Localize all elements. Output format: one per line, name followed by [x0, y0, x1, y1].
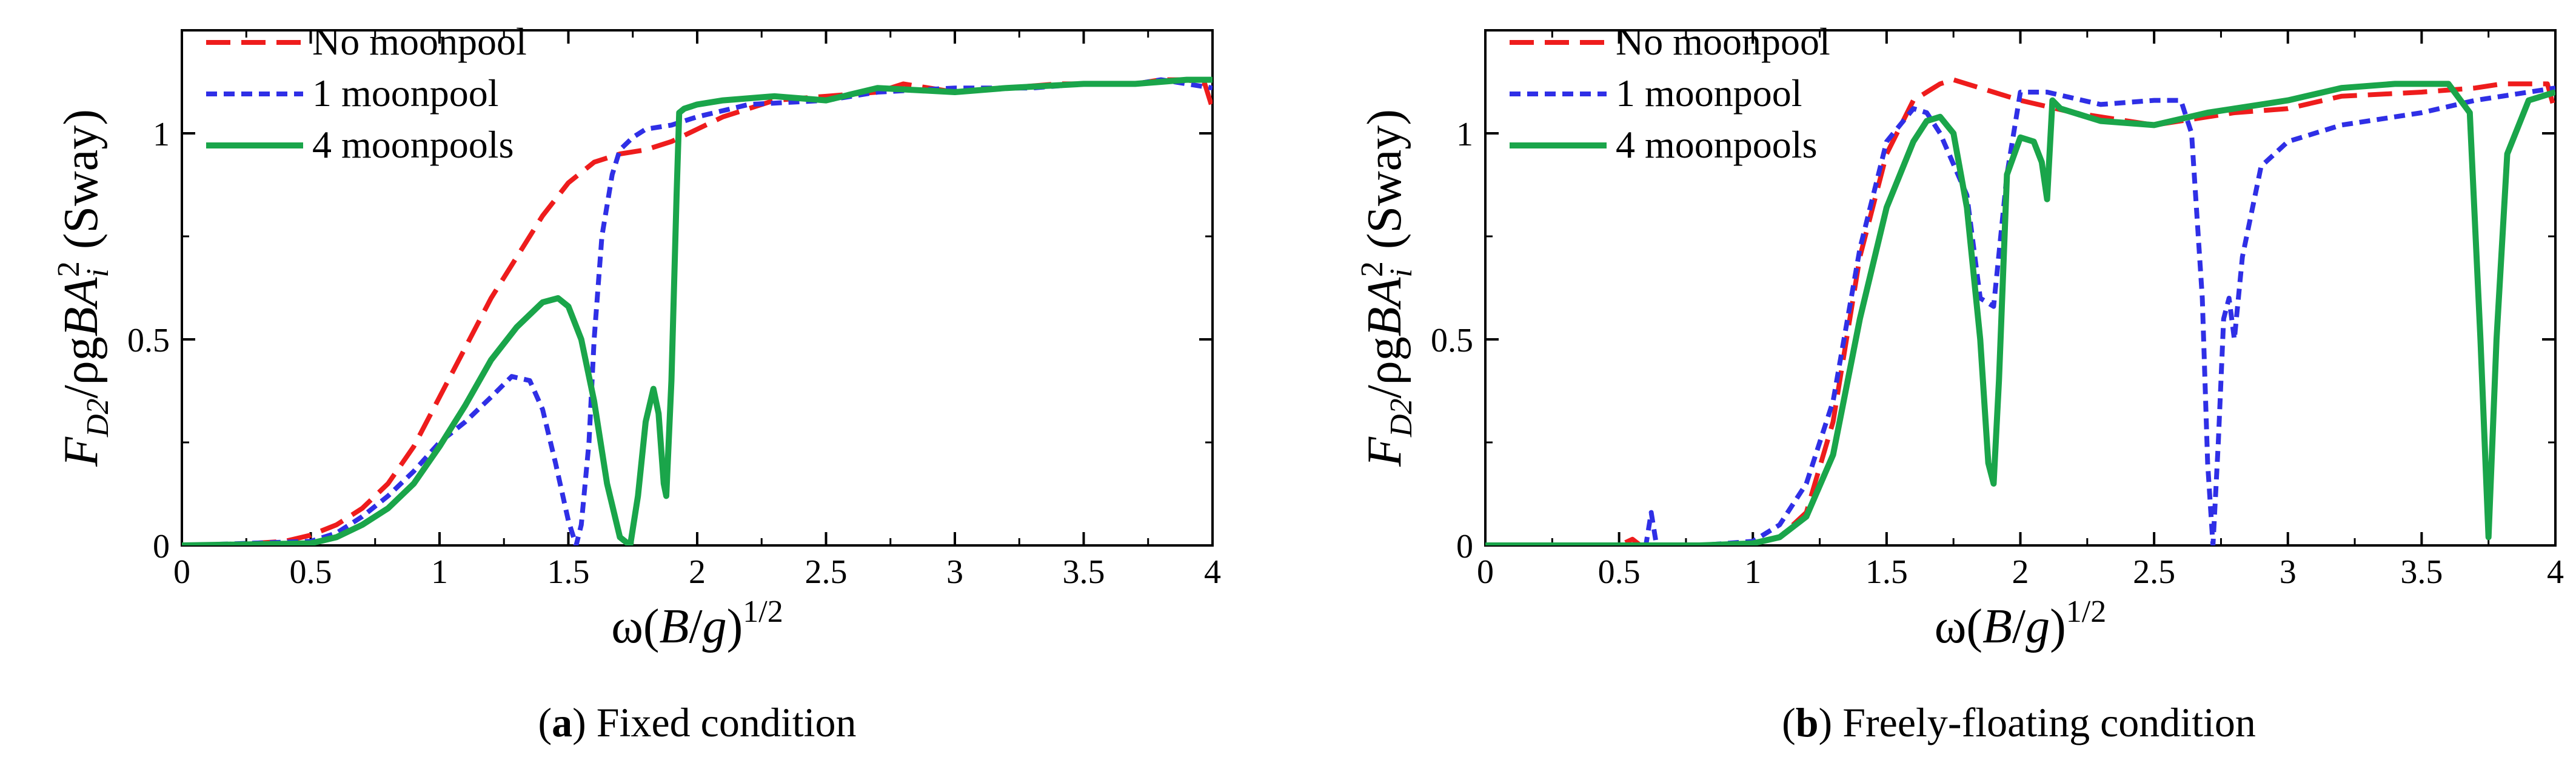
x-tick-label: 2.5 [805, 553, 848, 591]
x-tick-label: 0 [1477, 553, 1494, 591]
series-line-3 [1485, 81, 2555, 545]
legend-label-3: 4 moonpools [1616, 123, 1817, 166]
x-axis-title: ω(B/g)1/2 [611, 595, 783, 653]
x-tick-label: 3.5 [2400, 553, 2443, 591]
series-group [182, 76, 1213, 545]
legend: No moonpool 1 moonpool 4 moonpools [206, 20, 527, 166]
legend-label-2: 1 moonpool [312, 72, 499, 115]
series-line-2 [1485, 85, 2555, 545]
x-tick-label: 1.5 [1865, 553, 1908, 591]
panel-caption: (b) Freely-floating condition [1782, 699, 2256, 745]
x-axis: 0 0.5 1 1.5 2 2.5 3 3.5 4 [173, 30, 1221, 591]
y-tick-label: 0 [153, 528, 170, 565]
y-tick-label: 0 [1456, 528, 1473, 565]
x-tick-label: 1.5 [547, 553, 590, 591]
y-axis-title: FD2/ρgBAi2 (Sway) [1355, 109, 1419, 467]
legend: No moonpool 1 moonpool 4 moonpools [1510, 20, 1830, 166]
x-tick-label: 2.5 [2133, 553, 2175, 591]
x-tick-label: 0 [173, 553, 190, 591]
x-tick-label: 4 [1204, 553, 1221, 591]
y-axis: 00.51 [127, 116, 1213, 565]
series-line-3 [182, 76, 1213, 545]
x-tick-label: 2 [2012, 553, 2029, 591]
x-tick-label: 1 [1744, 553, 1761, 591]
x-tick-label: 4 [2547, 553, 2564, 591]
x-tick-label: 1 [431, 553, 448, 591]
x-tick-label: 3 [946, 553, 963, 591]
y-tick-label: 1 [1456, 116, 1473, 153]
x-tick-label: 3.5 [1063, 553, 1105, 591]
series-line-1 [1485, 77, 2555, 545]
x-tick-label: 0.5 [1598, 553, 1641, 591]
y-tick-label: 1 [153, 116, 170, 153]
x-axis-title: ω(B/g)1/2 [1935, 595, 2107, 653]
y-tick-label: 0.5 [127, 322, 170, 359]
legend-label-3: 4 moonpools [312, 123, 514, 166]
legend-label-1: No moonpool [312, 20, 527, 63]
x-tick-label: 0.5 [290, 553, 332, 591]
legend-label-1: No moonpool [1616, 20, 1830, 63]
panel-caption: (a) Fixed condition [538, 699, 856, 745]
series-group [1485, 77, 2555, 545]
y-tick-label: 0.5 [1431, 322, 1473, 359]
x-tick-label: 3 [2280, 553, 2297, 591]
y-axis-title: FD2/ρgBAi2 (Sway) [52, 109, 115, 467]
x-tick-label: 2 [689, 553, 706, 591]
x-axis: 0 0.5 1 1.5 2 2.5 3 3.5 4 [1477, 30, 2564, 591]
y-axis: 00.51 [1431, 116, 2555, 565]
legend-label-2: 1 moonpool [1616, 72, 1802, 115]
